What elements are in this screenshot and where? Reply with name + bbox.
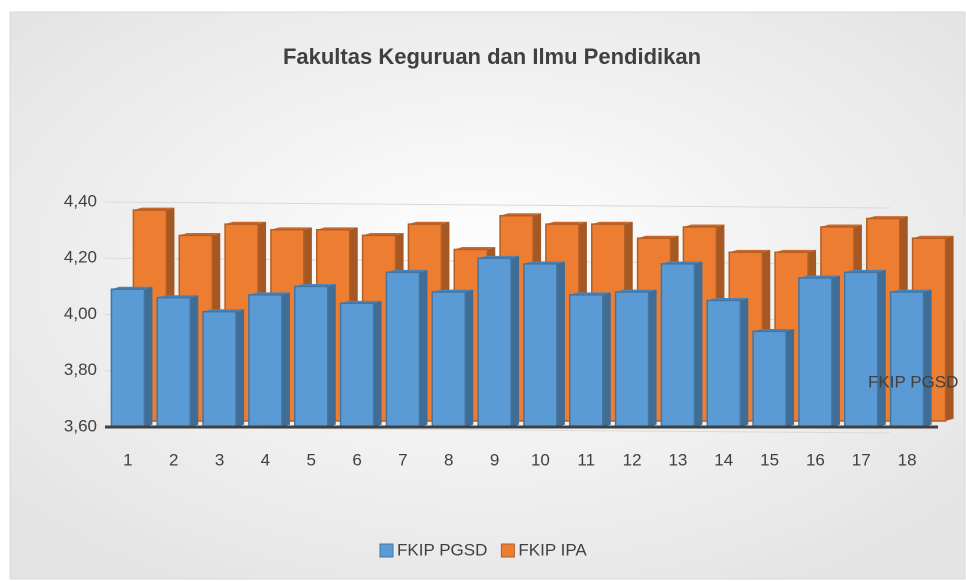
bar-face	[752, 330, 787, 428]
bar	[889, 289, 932, 428]
plot: 3,603,804,004,204,401 2 3 4 5 6 7 8 9 10 11 12 13 14 1…	[64, 191, 958, 559]
bar-face	[798, 277, 833, 428]
bar-side	[648, 289, 657, 427]
bar	[614, 289, 657, 428]
bar-side	[831, 275, 840, 427]
bar-face	[248, 294, 283, 428]
x-tick-label: 1	[123, 450, 132, 469]
x-tick-label: 12	[623, 450, 642, 469]
bar-side	[465, 289, 474, 427]
bar-face	[660, 263, 696, 428]
bar-face	[706, 299, 741, 428]
bar	[431, 289, 474, 428]
bar-side	[786, 328, 795, 427]
bar-face	[339, 302, 375, 428]
bar	[156, 295, 199, 428]
x-tick-label: 9	[490, 450, 499, 469]
bar-side	[694, 261, 703, 427]
bar-side	[740, 298, 749, 427]
bar-side	[190, 295, 199, 427]
x-tick-label: 14	[714, 450, 733, 469]
bar	[110, 286, 153, 428]
bar	[339, 300, 382, 428]
bar-face	[523, 263, 558, 428]
x-tick-label: 10	[531, 450, 550, 469]
x-tick-label: 2	[169, 450, 178, 469]
bar	[202, 309, 245, 428]
bar-side	[945, 235, 954, 421]
x-tick-label: 7	[398, 450, 407, 469]
grid-line	[104, 201, 891, 209]
y-tick-label: 4,00	[64, 304, 97, 323]
bar-face	[156, 296, 191, 428]
bar-side	[877, 269, 886, 427]
y-tick-label: 4,20	[64, 248, 97, 267]
bar	[660, 261, 703, 428]
bar	[477, 255, 520, 428]
bar-face	[569, 294, 604, 428]
bar-face	[110, 288, 146, 428]
x-tick-label: 3	[215, 450, 224, 469]
bar-side	[236, 309, 245, 427]
bar-side	[923, 289, 932, 427]
bar-side	[556, 261, 565, 427]
y-tick-label: 4,40	[64, 191, 97, 210]
bar	[385, 269, 428, 428]
legend-swatch	[379, 543, 394, 558]
x-tick-label: 13	[668, 450, 687, 469]
bar-side	[602, 292, 611, 427]
bar-face	[431, 291, 466, 428]
bar-face	[202, 310, 237, 428]
bar	[248, 292, 290, 428]
x-tick-label: 17	[852, 450, 871, 469]
y-tick-label: 3,60	[64, 416, 97, 435]
bar-face	[294, 285, 329, 428]
bar-face	[614, 291, 650, 428]
bar-face	[844, 271, 879, 428]
bar	[294, 283, 336, 428]
x-tick-label: 11	[577, 450, 595, 469]
bar-face	[889, 291, 925, 428]
bar	[706, 298, 749, 428]
bar-side	[327, 283, 336, 427]
bar	[844, 269, 886, 428]
bar-side	[511, 255, 520, 427]
x-tick-label: 6	[352, 450, 361, 469]
bar	[569, 292, 611, 428]
bar-side	[144, 286, 153, 427]
bar-side	[373, 300, 382, 427]
bar	[752, 328, 795, 428]
bar-face	[385, 271, 421, 428]
x-tick-label: 15	[760, 450, 779, 469]
chart-title: Fakultas Keguruan dan Ilmu Pendidikan	[283, 44, 701, 69]
x-tick-label: 16	[806, 450, 825, 469]
bar	[523, 261, 565, 428]
y-tick-label: 3,80	[64, 360, 97, 379]
legend-swatch	[500, 543, 515, 558]
x-tick-label: 4	[261, 450, 270, 469]
bar-side	[281, 292, 290, 427]
bar-face	[477, 257, 512, 428]
x-tick-label: 8	[444, 450, 453, 469]
bar	[798, 275, 840, 428]
legend-label: FKIP IPA	[518, 540, 587, 559]
legend-label: FKIP PGSD	[397, 540, 487, 559]
x-tick-label: 18	[898, 450, 917, 469]
depth-axis-label: FKIP PGSD	[868, 372, 958, 391]
bar-side	[419, 269, 428, 427]
x-tick-label: 5	[307, 450, 316, 469]
